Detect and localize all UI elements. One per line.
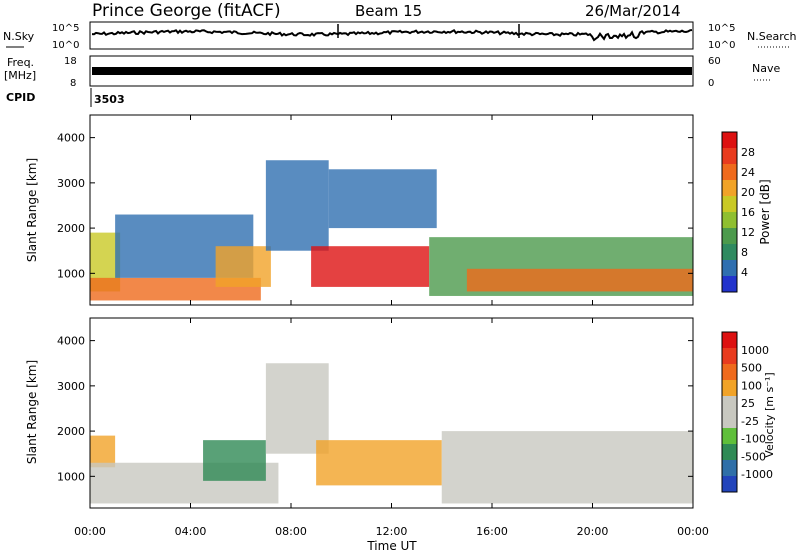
freq-panel-frame [89,55,694,87]
power-axes: 1000 2000 3000 4000 [57,132,693,280]
power-colorbar-swatch-0 [722,276,737,292]
power-region-6 [328,169,437,229]
frequency-band [92,67,692,75]
velocity-colorbar-swatch-9 [722,332,737,348]
power-colorbar-tick-4: 20 [741,186,755,199]
time-tick-label-6: 00:00 [677,525,709,538]
power-colorbar-swatch-7 [722,164,737,180]
nsearch-tick-bottom: 10^0 [708,40,735,51]
freq-unit: [MHz] [4,69,36,82]
beam-title: Beam 15 [355,2,422,20]
velocity-ytick-label-0: 1000 [57,470,85,483]
velocity-region-4 [316,440,442,486]
velocity-region-2 [203,440,266,481]
time-axis: 00:00 04:00 08:00 12:00 16:00 20:00 00:00 [74,115,709,538]
time-tick-label-5: 20:00 [577,525,609,538]
velocity-colorbar-tick-3: 25 [741,397,755,410]
power-colorbar-tick-3: 16 [741,206,755,219]
velocity-colorbar-swatch-0 [722,476,737,492]
power-colorbar-swatch-2 [722,244,737,260]
noise-panel-frame [89,21,694,50]
velocity-colorbar-swatch-2 [722,444,737,460]
velocity-colorbar-tick-4: -25 [741,415,759,428]
velocity-ytick-label-2: 3000 [57,380,85,393]
velocity-colorbar: 1000 500 100 25 -25 -100 -500 -1000 [721,331,773,493]
nsky-trace [91,29,693,42]
freq-label: Freq. [7,56,34,69]
velocity-colorbar-tick-1: 500 [741,362,762,375]
velocity-ytick-label-1: 2000 [57,425,85,438]
power-colorbar-tick-5: 24 [741,166,755,179]
time-tick-label-1: 04:00 [175,525,207,538]
velocity-ytick-label-3: 4000 [57,335,85,348]
nsky-tick-bottom: 10^0 [52,40,79,51]
power-colorbar-swatch-6 [722,180,737,196]
power-colorbar-tick-0: 4 [741,266,748,279]
velocity-data-layer [90,363,693,504]
velocity-colorbar-swatch-5 [722,396,737,412]
time-tick-label-0: 00:00 [74,525,106,538]
power-region-5 [311,246,430,287]
power-region-8 [466,268,693,292]
cpid-value: 3503 [94,93,125,106]
velocity-region-5 [441,431,693,504]
velocity-axes: 1000 2000 3000 4000 [57,335,693,483]
power-region-3 [215,246,271,287]
power-ytick-label-0: 1000 [57,267,85,280]
power-colorbar-swatch-1 [722,260,737,276]
velocity-colorbar-tick-6: -500 [741,450,766,463]
power-data-layer [90,160,693,301]
power-colorbar-label: Power [dB] [758,179,772,244]
nsky-label: N.Sky [3,30,35,43]
power-colorbar-swatch-3 [722,228,737,244]
power-colorbar-swatch-4 [722,212,737,228]
velocity-colorbar-frame [721,331,738,493]
velocity-colorbar-swatch-6 [722,380,737,396]
power-ylabel: Slant Range [km] [25,158,39,262]
velocity-colorbar-swatch-3 [722,428,737,444]
power-colorbar-swatch-9 [722,132,737,148]
nave-tick-top: 60 [708,56,721,67]
velocity-region-0 [90,435,116,468]
station-title: Prince George (fitACF) [92,1,281,21]
nave-label: Nave [752,62,780,75]
velocity-colorbar-swatch-4 [722,412,737,428]
velocity-colorbar-tick-7: -1000 [741,468,773,481]
velocity-colorbar-swatch-7 [722,364,737,380]
nsky-tick-top: 10^5 [52,23,79,34]
nsearch-tick-top: 10^5 [708,23,735,34]
power-colorbar-swatch-5 [722,196,737,212]
time-axis-label: Time UT [366,539,417,553]
cpid-label: CPID [6,91,35,104]
time-tick-label-4: 16:00 [476,525,508,538]
power-ytick-label-1: 2000 [57,222,85,235]
nave-tick-bottom: 0 [708,78,714,89]
power-colorbar-tick-2: 12 [741,226,755,239]
power-region-4 [265,160,329,251]
velocity-colorbar-label: Velocity [m s⁻¹] [763,372,776,457]
date-title: 26/Mar/2014 [585,2,681,20]
power-colorbar-tick-6: 28 [741,146,755,159]
velocity-colorbar-swatch-8 [722,348,737,364]
power-colorbar: 4 8 12 16 20 24 28 [721,131,755,293]
power-colorbar-frame [721,131,738,293]
power-ytick-label-2: 3000 [57,177,85,190]
freq-tick-bottom: 8 [70,78,76,89]
power-colorbar-tick-1: 8 [741,246,748,259]
power-ytick-label-3: 4000 [57,132,85,145]
velocity-colorbar-swatch-1 [722,460,737,476]
velocity-colorbar-tick-5: -100 [741,433,766,446]
time-tick-label-2: 08:00 [275,525,307,538]
power-colorbar-swatch-8 [722,148,737,164]
velocity-region-3 [265,363,329,454]
time-tick-label-3: 12:00 [376,525,408,538]
freq-tick-top: 18 [64,56,77,67]
velocity-ylabel: Slant Range [km] [25,360,39,464]
velocity-colorbar-tick-2: 100 [741,379,762,392]
nsearch-label: N.Search [747,30,797,43]
velocity-colorbar-tick-0: 1000 [741,344,769,357]
